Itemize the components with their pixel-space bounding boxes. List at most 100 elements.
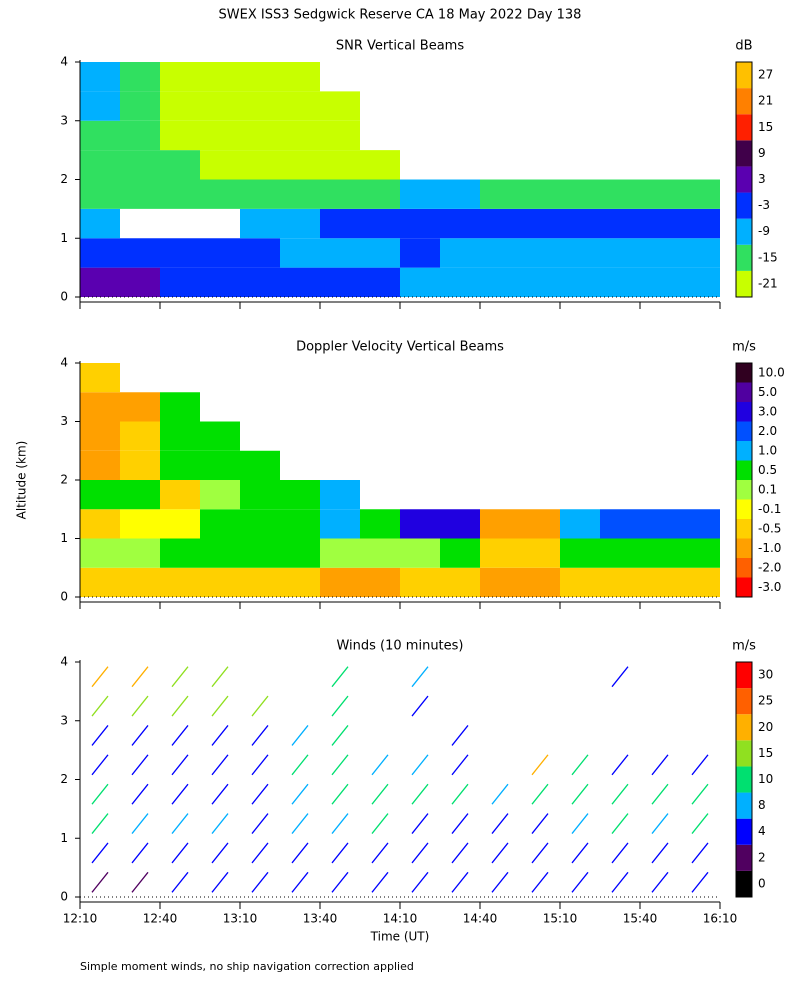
wind-barb <box>451 842 469 864</box>
wind-barb <box>211 725 229 746</box>
heatmap-cell <box>240 267 280 297</box>
heatmap-cell <box>200 150 240 180</box>
wind-barb <box>171 842 189 864</box>
y-tick-label: 0 <box>60 590 68 604</box>
heatmap-cell <box>160 120 200 151</box>
x-tick-label: 13:40 <box>303 912 338 926</box>
wind-barb <box>251 871 269 893</box>
heatmap-cell <box>360 267 400 297</box>
colorbar-swatch <box>736 792 752 819</box>
heatmap-cell <box>240 567 280 597</box>
wind-barb <box>451 783 469 805</box>
heatmap-cell <box>240 91 280 121</box>
colorbar-label: -0.5 <box>758 521 781 535</box>
x-tick-label: 15:10 <box>543 912 578 926</box>
wind-barb <box>451 725 469 746</box>
y-tick-label: 4 <box>60 356 68 370</box>
heatmap-cell <box>200 450 240 480</box>
wind-barb <box>251 783 269 805</box>
colorbar-frame <box>735 661 753 898</box>
colorbar-label: 20 <box>758 720 773 734</box>
y-tick-label: 2 <box>60 473 68 487</box>
heatmap-cell <box>280 567 320 597</box>
wind-barb <box>291 871 309 893</box>
wind-barb <box>611 842 629 864</box>
wind-barb <box>451 871 469 893</box>
wind-barb <box>171 871 189 893</box>
wind-barb <box>91 666 109 688</box>
y-tick-label: 3 <box>60 113 68 127</box>
y-tick-label: 3 <box>60 414 68 428</box>
page-title: SWEX ISS3 Sedgwick Reserve CA 18 May 202… <box>219 8 582 23</box>
heatmap-cell <box>560 567 600 597</box>
wind-barb <box>91 783 109 805</box>
heatmap-cell <box>280 91 320 121</box>
heatmap-cell <box>240 208 280 239</box>
wind-barb <box>331 695 349 717</box>
panel-title: SNR Vertical Beams <box>336 39 464 54</box>
wind-barb <box>371 813 389 834</box>
colorbar-swatch <box>736 818 752 845</box>
heatmap-cell <box>240 480 280 510</box>
wind-barb <box>331 842 349 864</box>
colorbar-swatch <box>736 688 752 715</box>
heatmap-cell <box>400 567 440 597</box>
y-tick-label: 4 <box>60 655 68 669</box>
wind-barb <box>211 754 229 776</box>
wind-barb <box>171 783 189 805</box>
wind-barb <box>171 754 189 776</box>
wind-barb <box>411 813 429 834</box>
colorbar-swatch <box>736 441 752 461</box>
heatmap-cell <box>400 509 440 539</box>
y-tick-label: 0 <box>60 290 68 304</box>
colorbar-label: 3.0 <box>758 404 777 418</box>
heatmap-cell <box>680 208 720 239</box>
colorbar-label: 0 <box>758 876 766 890</box>
wind-barb <box>211 813 229 834</box>
heatmap-cell <box>120 179 160 209</box>
heatmap-cell <box>440 567 480 597</box>
colorbar-swatch <box>736 382 752 402</box>
heatmap-cell <box>280 208 320 239</box>
colorbar-swatch <box>736 192 752 219</box>
heatmap-cell <box>520 538 560 568</box>
heatmap-cell <box>160 480 200 510</box>
heatmap-cell <box>640 179 680 209</box>
heatmap-cell <box>560 509 600 539</box>
heatmap-cell <box>120 421 160 451</box>
panel-title: Doppler Velocity Vertical Beams <box>296 340 504 355</box>
wind-barb <box>331 783 349 805</box>
heatmap-cell <box>200 120 240 151</box>
wind-barb <box>411 842 429 864</box>
wind-barb <box>171 695 189 717</box>
x-tick-label: 13:10 <box>223 912 258 926</box>
heatmap-cell <box>480 267 520 297</box>
colorbar-swatch <box>736 166 752 193</box>
wind-barb <box>131 754 149 776</box>
colorbar-swatch <box>736 499 752 519</box>
heatmap-cell <box>480 509 520 539</box>
colorbar-label: 5.0 <box>758 385 777 399</box>
heatmap-cell <box>240 238 280 268</box>
heatmap-cell <box>400 238 440 268</box>
heatmap-cell <box>200 179 240 209</box>
wind-barb <box>91 842 109 864</box>
heatmap-cell <box>440 208 480 239</box>
heatmap-cell <box>200 267 240 297</box>
x-tick-label: 14:10 <box>383 912 418 926</box>
heatmap-cell <box>120 91 160 121</box>
colorbar-swatch <box>736 870 752 897</box>
colorbar-title: m/s <box>732 340 756 355</box>
wind-barb <box>451 754 469 776</box>
colorbar-label: 27 <box>758 68 773 82</box>
heatmap-cell <box>80 421 120 451</box>
y-axis-label: Altitude (km) <box>15 441 29 520</box>
heatmap-cell <box>520 567 560 597</box>
heatmap-cell <box>320 538 360 568</box>
wind-barb <box>131 783 149 805</box>
heatmap-cell <box>280 267 320 297</box>
heatmap-cell <box>560 538 600 568</box>
heatmap-cell <box>360 150 400 180</box>
colorbar-swatch <box>736 714 752 741</box>
heatmap-cell <box>280 509 320 539</box>
